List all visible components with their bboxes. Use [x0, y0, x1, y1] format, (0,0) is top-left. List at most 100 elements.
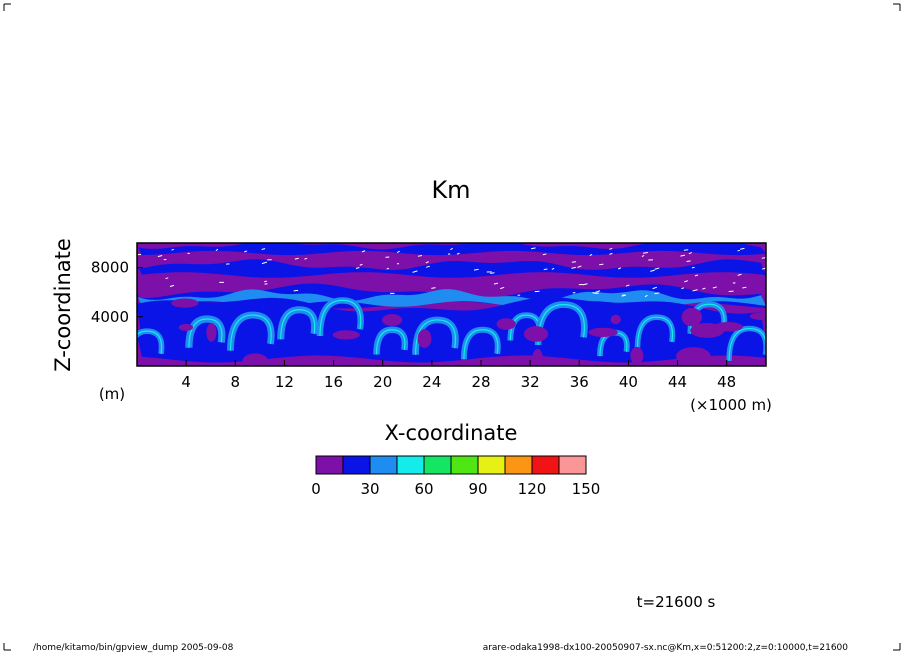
colorbar-tick-label: 120 [518, 480, 547, 498]
field-speckle [621, 294, 626, 297]
field-speckle [304, 257, 308, 260]
colorbar-tick-labels: 0 30 60 90 120 150 [311, 480, 600, 498]
field-speckle [742, 286, 747, 289]
field-speckle [681, 287, 685, 290]
colorbar-swatch [477, 455, 506, 475]
colorbar-swatch [369, 455, 398, 475]
x-tick-label: 44 [668, 373, 687, 391]
x-unit-label: (×1000 m) [690, 396, 772, 414]
field-speckle [680, 254, 686, 257]
field-speckle [261, 261, 268, 265]
field-eddy-core [229, 314, 272, 351]
field-patch [588, 327, 618, 338]
colorbar-swatch [342, 455, 371, 475]
x-tick-label: 20 [373, 373, 392, 391]
field-speckle [426, 265, 430, 268]
x-tick-label: 28 [471, 373, 490, 391]
field-speckle [571, 266, 576, 269]
field-speckle [396, 250, 400, 254]
field-patch [610, 314, 621, 325]
plot-area [136, 242, 767, 367]
field-speckle [261, 248, 266, 250]
field-patch [171, 298, 199, 308]
colorbar-tick-label: 90 [468, 480, 487, 498]
field-eddy-core [636, 316, 674, 348]
field-speckle [542, 253, 547, 256]
colorbar-swatch [558, 455, 587, 475]
field-speckle [654, 292, 660, 295]
x-tick-label: 12 [275, 373, 294, 391]
field-speckle [712, 286, 717, 289]
field-patch [675, 347, 711, 366]
crop-mark-bottom-right [893, 643, 901, 651]
field-eddy-core [414, 319, 456, 355]
field-speckle [215, 248, 219, 252]
field-band [137, 327, 766, 363]
field-speckle [361, 250, 366, 253]
x-tick-label: 16 [324, 373, 343, 391]
field-speckle [493, 282, 499, 285]
heatmap-field [137, 243, 766, 366]
field-speckle [641, 255, 645, 258]
colorbar-swatch [531, 455, 560, 475]
crop-mark-top-right [893, 3, 901, 11]
y-tick-label: 4000 [91, 308, 129, 326]
field-speckle [417, 255, 423, 257]
colorbar-tick-label: 60 [414, 480, 433, 498]
field-speckle [582, 283, 588, 286]
field-speckle [425, 261, 429, 264]
y-unit-label: (m) [99, 385, 125, 403]
x-axis-title: X-coordinate [385, 421, 518, 445]
y-axis-title: Z-coordinate [51, 238, 75, 372]
field-speckle [531, 247, 536, 250]
field-speckle [359, 263, 363, 266]
x-axis: 4 8 12 16 20 24 28 32 36 40 44 48 [181, 360, 736, 391]
field-speckle [692, 289, 698, 292]
field-patch [242, 353, 269, 366]
field-eddy-core [537, 303, 585, 345]
field-speckle [694, 274, 699, 277]
field-speckle [171, 248, 175, 251]
chart-title: Km [431, 176, 470, 204]
field-patch [713, 322, 743, 332]
field-speckle [264, 280, 268, 283]
field-eddy-core [137, 330, 163, 354]
field-speckle [761, 257, 766, 259]
field-speckle [551, 267, 555, 270]
field-speckle [244, 250, 248, 253]
field-speckle [165, 277, 169, 280]
crop-marks [3, 3, 901, 651]
field-speckle [650, 269, 655, 272]
field-patch [630, 346, 644, 365]
field-speckle [737, 273, 742, 276]
field-patch [417, 329, 432, 349]
field-speckle [617, 267, 622, 270]
field-patch [206, 322, 217, 342]
field-speckle [609, 252, 613, 255]
colorbar-tick-label: 0 [311, 480, 321, 498]
field-speckle [473, 268, 479, 271]
field-speckle [431, 287, 436, 289]
colorbar-swatch [450, 455, 479, 475]
field-speckle [654, 267, 660, 270]
field-speckle [609, 248, 613, 250]
field-patch [523, 326, 549, 342]
colorbar-swatch [396, 455, 425, 475]
field-patch [496, 318, 516, 330]
field-speckle [169, 284, 175, 287]
y-axis: 4000 8000 [91, 259, 143, 326]
field-speckle [740, 247, 745, 250]
field-speckle [412, 270, 418, 273]
field-speckle [643, 251, 648, 254]
colorbar-tick-label: 150 [572, 480, 601, 498]
x-tick-label: 48 [717, 373, 736, 391]
colorbar-swatch [504, 455, 533, 475]
field-patch [332, 330, 360, 340]
field-speckle [625, 284, 630, 287]
field-speckle [589, 253, 593, 257]
footer-left: /home/kitamo/bin/gpview_dump 2005-09-08 [33, 643, 234, 653]
field-speckle [686, 260, 691, 263]
field-eddy-core [319, 299, 362, 336]
field-speckle [450, 247, 453, 251]
